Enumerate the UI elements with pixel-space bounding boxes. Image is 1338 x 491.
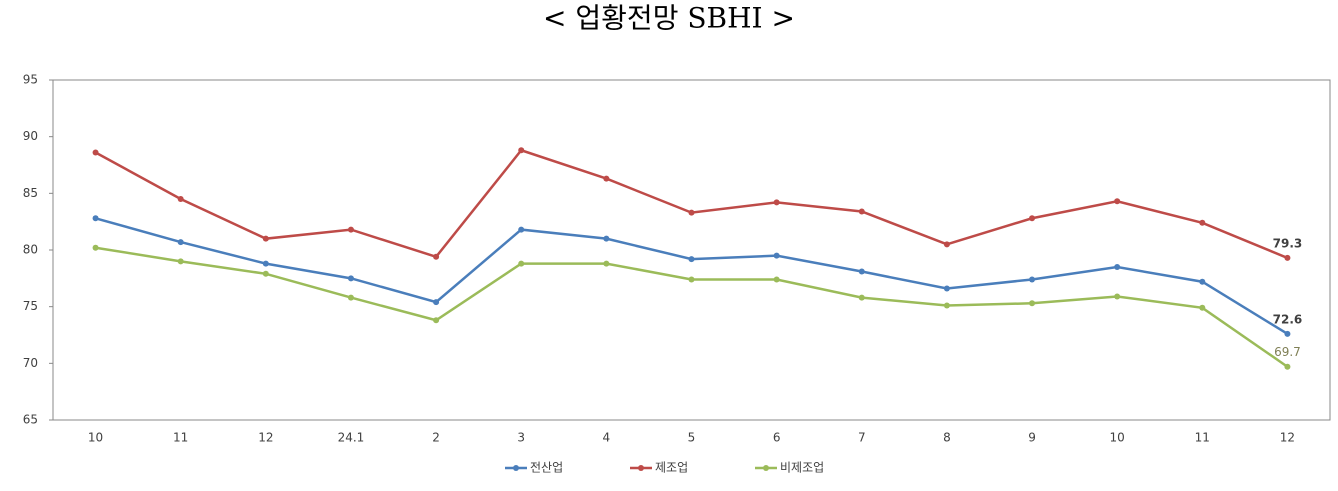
x-tick-label: 10 bbox=[1110, 431, 1125, 445]
data-point bbox=[177, 239, 184, 246]
x-tick-label: 4 bbox=[603, 431, 611, 445]
x-tick-label: 10 bbox=[88, 431, 103, 445]
data-point bbox=[1199, 278, 1206, 285]
x-tick-label: 8 bbox=[943, 431, 951, 445]
data-point bbox=[177, 258, 184, 265]
x-tick-label: 11 bbox=[1195, 431, 1210, 445]
data-point bbox=[1114, 264, 1121, 270]
data-point bbox=[1199, 219, 1206, 226]
legend-label: 비제조업 bbox=[780, 461, 824, 475]
x-tick-label: 5 bbox=[688, 431, 696, 445]
legend-marker bbox=[638, 465, 644, 471]
data-point bbox=[262, 270, 269, 277]
data-point bbox=[1114, 198, 1121, 205]
data-point bbox=[347, 294, 354, 301]
x-tick-label: 24.1 bbox=[338, 431, 365, 445]
x-tick-label: 6 bbox=[773, 431, 781, 445]
data-point bbox=[943, 285, 950, 292]
data-point bbox=[603, 175, 610, 182]
y-tick-label: 70 bbox=[23, 356, 38, 370]
data-point bbox=[1029, 276, 1036, 283]
data-point bbox=[943, 241, 950, 248]
data-point bbox=[858, 268, 865, 275]
data-point bbox=[688, 209, 695, 216]
data-label: 79.3 bbox=[1273, 236, 1303, 250]
x-tick-label: 12 bbox=[258, 431, 273, 445]
data-point bbox=[262, 235, 269, 242]
data-point bbox=[433, 317, 440, 324]
data-point bbox=[433, 253, 440, 260]
data-point bbox=[858, 294, 865, 301]
data-point bbox=[518, 260, 525, 267]
data-point bbox=[92, 215, 99, 222]
x-tick-label: 2 bbox=[432, 431, 440, 445]
data-point bbox=[347, 275, 354, 282]
data-point bbox=[433, 299, 440, 306]
data-point bbox=[773, 252, 780, 259]
data-point bbox=[1284, 363, 1291, 370]
legend-label: 전산업 bbox=[530, 461, 563, 475]
data-point bbox=[347, 226, 354, 233]
data-point bbox=[518, 226, 525, 233]
data-point bbox=[262, 260, 269, 267]
x-tick-label: 12 bbox=[1280, 431, 1295, 445]
data-point bbox=[603, 235, 610, 242]
y-tick-label: 65 bbox=[23, 413, 38, 427]
x-tick-label: 3 bbox=[517, 431, 525, 445]
y-tick-label: 80 bbox=[23, 243, 38, 257]
plot-frame bbox=[52, 79, 1331, 421]
data-point bbox=[688, 276, 695, 283]
x-tick-label: 7 bbox=[858, 431, 866, 445]
data-point bbox=[858, 208, 865, 215]
data-point bbox=[943, 302, 950, 309]
y-tick-label: 90 bbox=[23, 129, 38, 143]
legend-label: 제조업 bbox=[655, 461, 688, 475]
data-point bbox=[518, 147, 525, 154]
data-point bbox=[92, 244, 99, 251]
data-label: 72.6 bbox=[1273, 312, 1303, 326]
data-point bbox=[773, 199, 780, 206]
data-point bbox=[92, 149, 99, 156]
data-point bbox=[1199, 304, 1206, 311]
data-point bbox=[688, 256, 695, 263]
legend-marker bbox=[763, 465, 769, 471]
data-point bbox=[773, 276, 780, 283]
y-tick-label: 85 bbox=[23, 186, 38, 200]
data-point bbox=[1114, 293, 1121, 300]
x-tick-label: 11 bbox=[173, 431, 188, 445]
data-point bbox=[603, 260, 610, 267]
x-tick-label: 9 bbox=[1028, 431, 1036, 445]
data-point bbox=[1284, 254, 1291, 261]
data-label: 69.7 bbox=[1274, 345, 1301, 359]
data-point bbox=[1029, 215, 1036, 222]
data-point bbox=[1284, 330, 1291, 337]
data-point bbox=[1029, 300, 1036, 307]
y-tick-label: 95 bbox=[23, 73, 38, 87]
y-tick-label: 75 bbox=[23, 299, 38, 313]
chart-title: < 업황전망 SBHI > bbox=[543, 2, 795, 35]
legend-marker bbox=[513, 465, 519, 471]
data-point bbox=[177, 196, 184, 202]
series-line bbox=[94, 148, 1288, 260]
